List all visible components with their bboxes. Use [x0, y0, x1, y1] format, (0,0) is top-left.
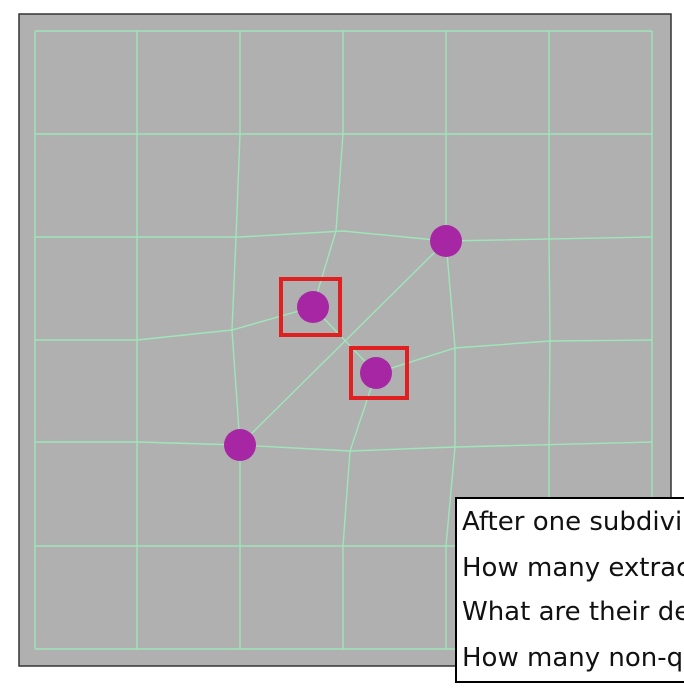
question-line-1: After one subdivi — [462, 507, 682, 537]
question-line-2: How many extrac — [462, 553, 684, 583]
vertex-dot — [297, 291, 329, 323]
vertex-dot — [224, 429, 256, 461]
question-line-3: What are their de — [462, 597, 684, 627]
vertex-dot — [360, 357, 392, 389]
vertex-dot — [430, 225, 462, 257]
question-line-4: How many non-q — [462, 643, 683, 673]
question-box: After one subdivi How many extrac What a… — [455, 497, 684, 683]
